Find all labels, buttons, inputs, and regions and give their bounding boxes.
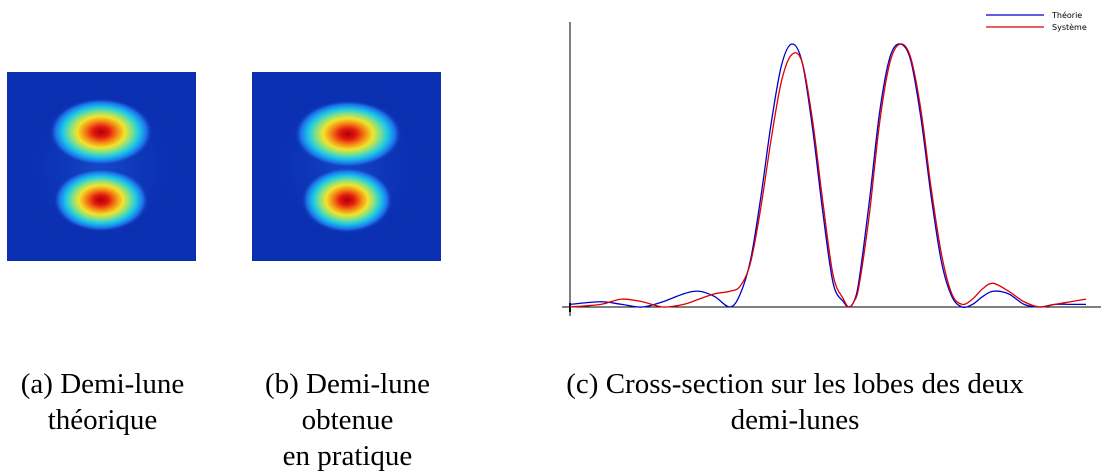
heatmap-practical xyxy=(252,72,441,261)
heatmap-theoretical-image xyxy=(7,72,196,261)
caption-b: (b) Demi-lune obtenue en pratique xyxy=(240,366,455,474)
legend-label-systeme: Système xyxy=(1052,22,1087,32)
caption-a: (a) Demi-lune théorique xyxy=(0,366,205,438)
caption-b-line-2: obtenue xyxy=(301,404,394,436)
cross-section-chart: Théorie Système xyxy=(556,10,1106,325)
legend: Théorie Système xyxy=(986,10,1087,32)
caption-b-line-3: en pratique xyxy=(282,440,413,472)
caption-c-line-1: (c) Cross-section sur les lobes des deux xyxy=(566,368,1024,400)
series-line-systeme xyxy=(569,43,1087,308)
caption-c: (c) Cross-section sur les lobes des deux… xyxy=(515,366,1075,438)
cross-section-chart-svg: Théorie Système xyxy=(562,10,1101,316)
caption-b-line-1: (b) Demi-lune xyxy=(264,368,431,400)
series-group xyxy=(569,43,1087,309)
caption-c-line-2: demi-lunes xyxy=(730,404,860,436)
heatmap-theoretical xyxy=(7,72,196,261)
caption-a-line-1: (a) Demi-lune xyxy=(20,368,185,400)
heatmap-practical-image xyxy=(252,72,441,261)
legend-label-theorie: Théorie xyxy=(1051,10,1082,20)
caption-a-line-2: théorique xyxy=(47,404,158,436)
series-line-theorie xyxy=(569,43,1086,309)
